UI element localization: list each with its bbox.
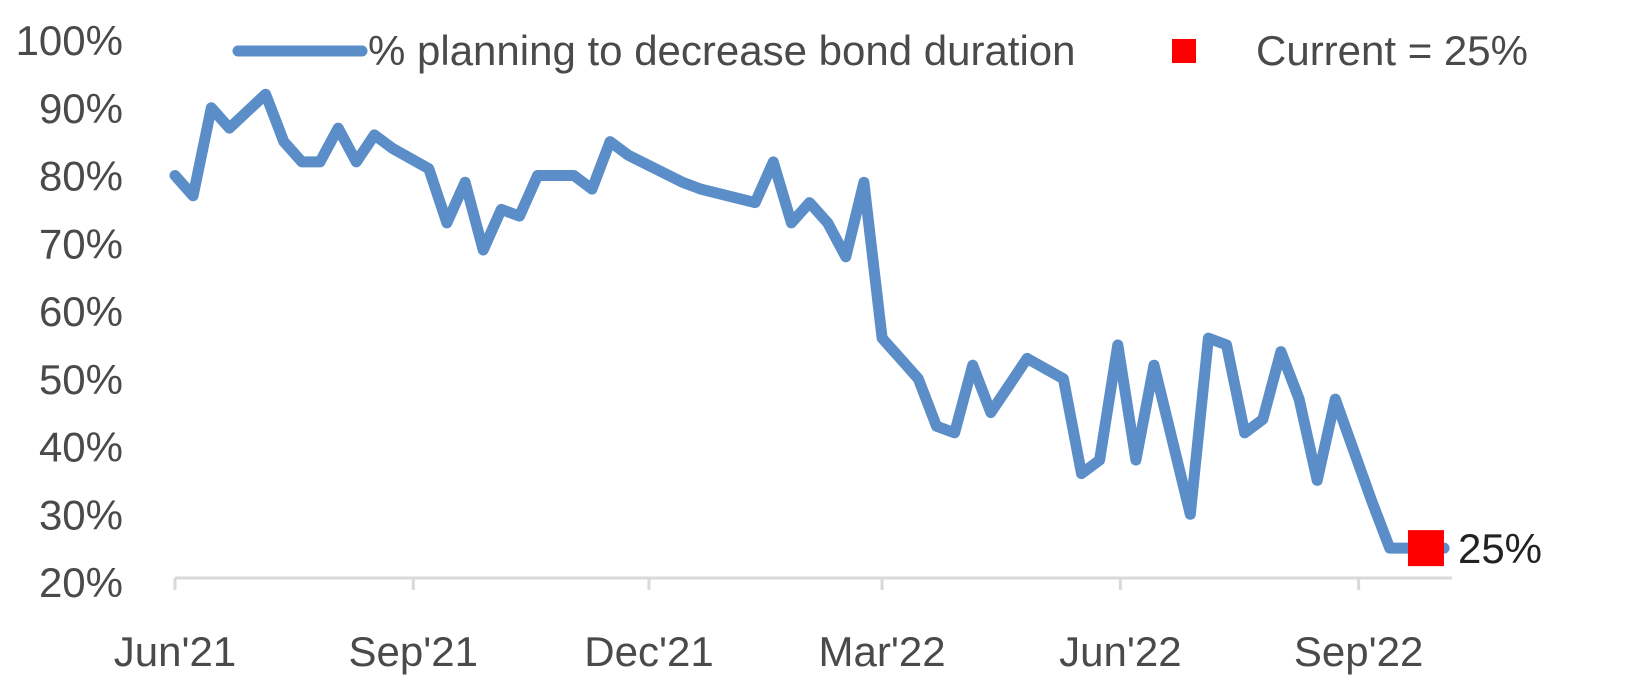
legend-current-label: Current = 25%	[1256, 27, 1528, 74]
legend-current-swatch	[1172, 39, 1196, 63]
y-tick-label: 30%	[39, 491, 123, 538]
x-tick-label: Mar'22	[819, 628, 946, 675]
x-tick-label: Jun'22	[1059, 628, 1181, 675]
legend: % planning to decrease bond duration Cur…	[232, 27, 1528, 74]
current-value-label: 25%	[1458, 525, 1542, 572]
legend-series-label: % planning to decrease bond duration	[368, 27, 1076, 74]
y-tick-label: 90%	[39, 85, 123, 132]
y-tick-label: 40%	[39, 424, 123, 471]
x-tick-label: Sep'22	[1294, 628, 1423, 675]
y-tick-label: 20%	[39, 559, 123, 606]
x-tick-label: Dec'21	[584, 628, 713, 675]
y-tick-label: 100%	[16, 17, 123, 64]
series-layer	[169, 88, 1450, 554]
y-tick-label: 70%	[39, 220, 123, 267]
y-tick-label: 50%	[39, 356, 123, 403]
y-tick-label: 80%	[39, 153, 123, 200]
x-axis-tick-labels: Jun'21 Sep'21 Dec'21 Mar'22 Jun'22 Sep'22	[114, 628, 1424, 675]
series-line	[169, 88, 1450, 554]
x-tick-label: Jun'21	[114, 628, 236, 675]
y-axis-tick-labels: 20% 30% 40% 50% 60% 70% 80% 90% 100%	[16, 17, 123, 606]
current-value-marker	[1407, 530, 1444, 567]
x-axis-ticks	[173, 578, 1361, 590]
annotation-layer: 25%	[1407, 525, 1542, 572]
y-tick-label: 60%	[39, 288, 123, 335]
x-tick-label: Sep'21	[349, 628, 478, 675]
